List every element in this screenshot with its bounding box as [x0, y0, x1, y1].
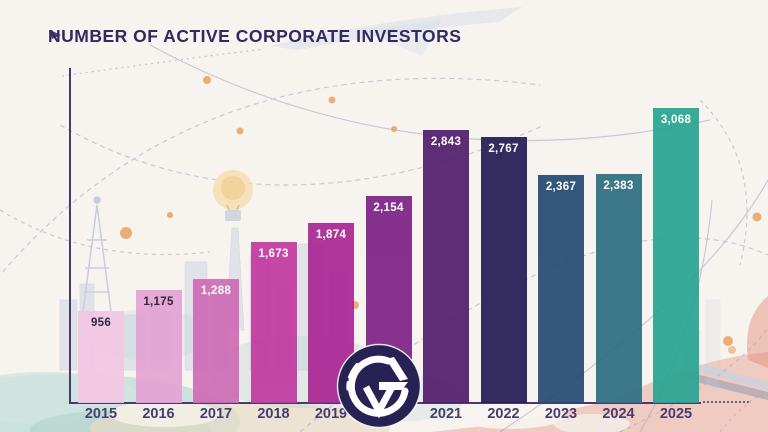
bar-value-label: 2,154 — [373, 202, 404, 214]
year-label-2019: 2019 — [314, 406, 348, 422]
bar-value-label: 2,383 — [603, 180, 634, 192]
x-axis-dotted-extension — [703, 401, 749, 403]
year-label-2021: 2021 — [429, 406, 463, 422]
small-plane-icon — [50, 30, 61, 39]
year-label-2015: 2015 — [84, 406, 118, 422]
bar-value-label: 2,843 — [430, 136, 462, 148]
bar-value-label: 2,367 — [545, 181, 577, 193]
bar-value-label: 956 — [90, 317, 112, 329]
bar-2025: 3,068 — [653, 108, 699, 403]
bar-2016: 1,175 — [135, 290, 182, 403]
year-label-2018: 2018 — [257, 406, 290, 422]
bar-value-label: 1,175 — [143, 296, 174, 308]
paper-plane-illustration — [50, 7, 522, 77]
year-label-2017: 2017 — [199, 406, 233, 422]
bar-value-label: 3,068 — [660, 114, 692, 126]
bar-2017: 1,288 — [193, 279, 239, 403]
gcv-logo — [336, 343, 422, 429]
connector-dots — [120, 76, 762, 354]
chart-title: NUMBER OF ACTIVE CORPORATE INVESTORS — [48, 26, 462, 46]
year-label-2023: 2023 — [544, 406, 578, 422]
bar-2015: 956 — [78, 311, 124, 403]
bar-2021: 2,843 — [423, 130, 469, 403]
bar-value-label: 2,767 — [488, 143, 519, 155]
year-label-2024: 2024 — [602, 406, 635, 422]
year-label-2025: 2025 — [659, 406, 693, 422]
year-label-2016: 2016 — [142, 406, 175, 422]
bar-2022: 2,767 — [480, 137, 527, 403]
y-axis-line — [69, 68, 71, 404]
bar-value-label: 1,288 — [200, 285, 232, 297]
bar-2023: 2,367 — [538, 175, 584, 403]
radio-tower-illustration — [82, 196, 112, 313]
year-label-2022: 2022 — [487, 406, 520, 422]
bar-2018: 1,673 — [250, 242, 297, 403]
bar-2024: 2,383 — [595, 174, 642, 403]
lightbulb-illustration — [213, 170, 253, 221]
bar-value-label: 1,673 — [258, 248, 289, 260]
bar-value-label: 1,874 — [315, 229, 347, 241]
